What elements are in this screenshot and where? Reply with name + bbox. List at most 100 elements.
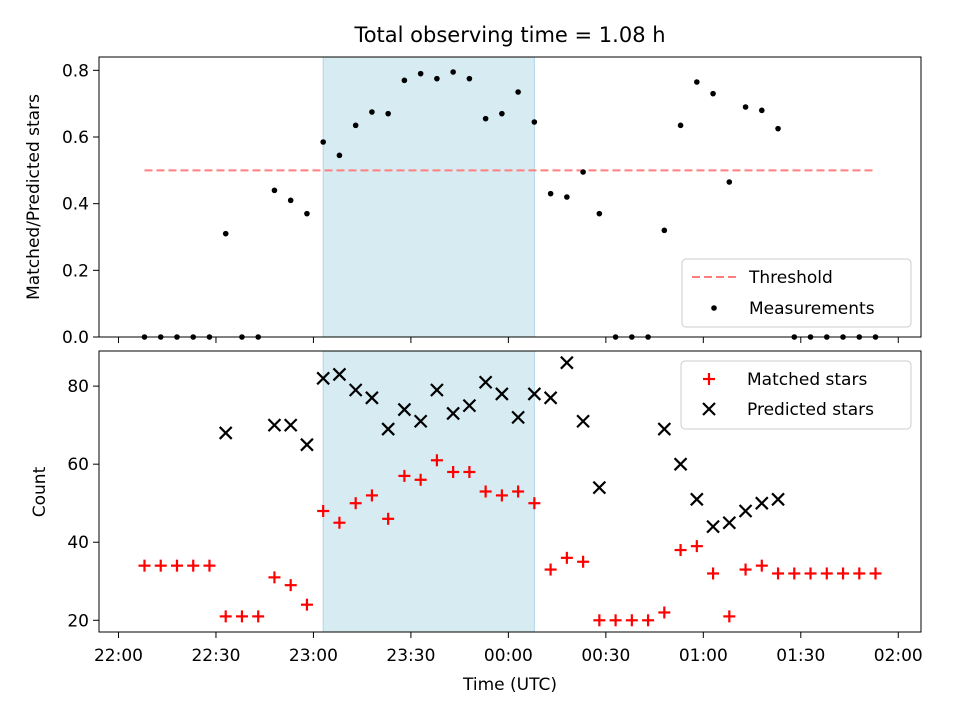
matched-star-point <box>447 465 460 478</box>
matched-star-point <box>820 567 833 580</box>
predicted-star-point <box>576 414 590 429</box>
matched-star-point <box>398 469 411 482</box>
legend-threshold-label: Threshold <box>748 268 833 288</box>
ratio-y-ticks: 0.0 0.2 0.4 0.6 0.8 <box>62 61 99 348</box>
measurement-point <box>304 210 310 217</box>
measurement-point <box>352 122 359 129</box>
predicted-star-point <box>771 492 785 507</box>
predicted-star-point <box>722 515 737 530</box>
measurement-point <box>564 194 570 200</box>
legend-predicted-swatch <box>702 402 716 416</box>
ratio-panel: 0.0 0.2 0.4 0.6 0.8 Total observing time = 1… <box>24 23 922 348</box>
ratio-y-tick-label: 0.4 <box>62 195 89 215</box>
measurement-point <box>369 109 375 115</box>
count-y-tick-label: 40 <box>67 533 89 553</box>
measurement-point <box>677 122 684 129</box>
predicted-star-point <box>495 387 509 401</box>
predicted-star-point <box>446 406 460 421</box>
count-axes-frame <box>98 350 922 633</box>
measurement-point <box>320 139 326 145</box>
measurement-point <box>336 152 343 159</box>
matched-star-point <box>512 485 525 498</box>
matched-star-point <box>739 563 752 576</box>
matched-star-point <box>772 567 785 580</box>
measurement-point <box>694 79 700 85</box>
legend-measurements-label: Measurements <box>749 299 875 319</box>
measurement-point <box>466 75 473 82</box>
ratio-axes-frame <box>98 56 922 338</box>
matched-star-point <box>609 614 622 627</box>
predicted-star-point <box>348 383 363 397</box>
matched-star-point <box>187 559 200 572</box>
matched-star-point <box>479 485 492 498</box>
legend-matched-swatch <box>703 373 715 385</box>
ratio-x-ticks <box>117 337 899 343</box>
matched-star-point <box>528 497 541 510</box>
measurement-point <box>742 104 749 110</box>
x-tick-label: 00:30 <box>581 646 630 666</box>
x-tick-label: 01:00 <box>679 646 728 666</box>
measurement-point <box>726 179 733 185</box>
matched-star-point <box>593 614 606 627</box>
measurement-point <box>287 197 294 204</box>
matched-star-point <box>382 512 395 525</box>
legend-predicted-label: Predicted stars <box>747 400 874 420</box>
legend-x-marker <box>702 402 716 416</box>
matched-star-point <box>625 614 638 627</box>
legend-plus-marker <box>703 373 715 385</box>
predicted-star-point <box>511 410 525 425</box>
count-marks <box>138 355 882 627</box>
measurement-point <box>531 119 538 125</box>
matched-star-point <box>219 610 232 623</box>
measurement-point <box>385 110 391 117</box>
predicted-star-point <box>592 480 607 495</box>
x-tick-label: 00:00 <box>484 646 533 666</box>
measurement-point <box>515 89 521 95</box>
predicted-star-point <box>706 519 720 534</box>
measurement-point <box>222 230 229 237</box>
x-tick-label: 23:30 <box>386 646 435 666</box>
matched-star-point <box>300 598 313 611</box>
count-y-tick-label: 60 <box>67 455 89 475</box>
matched-star-point <box>788 567 801 580</box>
measurement-point <box>661 227 668 234</box>
measurement-point <box>758 107 765 114</box>
count-x-ticks: 22:00 22:30 23:00 23:30 00:00 00:30 01:00 01:30… <box>94 632 923 666</box>
matched-star-point <box>560 551 573 564</box>
matched-star-point <box>853 567 866 580</box>
matched-star-point <box>837 567 850 580</box>
matched-star-point <box>284 579 297 592</box>
predicted-star-point <box>218 426 233 440</box>
matched-star-point <box>154 559 167 572</box>
measurement-point <box>450 69 456 75</box>
ratio-y-tick-label: 0.8 <box>62 61 89 81</box>
matched-star-point <box>349 497 362 510</box>
predicted-star-point <box>543 391 558 405</box>
matched-star-point <box>869 567 882 580</box>
ratio-marks <box>141 69 879 340</box>
measurement-point <box>417 70 424 77</box>
ratio-y-tick-label: 0.0 <box>62 328 89 348</box>
predicted-star-point <box>267 418 282 432</box>
x-tick-label: 02:00 <box>874 646 923 666</box>
matched-star-point <box>707 567 720 580</box>
predicted-star-point <box>657 422 672 436</box>
count-y-axis-label: Count <box>30 466 50 517</box>
chart-title: Total observing time = 1.08 h <box>353 23 665 47</box>
measurement-point <box>401 77 408 84</box>
measurement-point <box>580 169 586 175</box>
x-tick-label: 22:30 <box>191 646 240 666</box>
measurement-point <box>547 190 554 197</box>
predicted-star-point <box>430 383 444 397</box>
predicted-star-point <box>397 402 412 417</box>
legend-measurements-swatch <box>711 305 717 311</box>
matched-star-point <box>723 610 736 623</box>
measurement-point <box>596 210 603 217</box>
matched-star-point <box>203 559 216 572</box>
matched-star-point <box>333 516 346 529</box>
predicted-star-point <box>381 422 395 436</box>
count-panel: 20 40 60 80 22:00 22:30 23:00 23:30 00:00 00:30 0… <box>30 350 923 695</box>
predicted-star-point <box>283 418 298 432</box>
x-tick-label: 22:00 <box>94 646 143 666</box>
matched-star-point <box>268 571 281 584</box>
